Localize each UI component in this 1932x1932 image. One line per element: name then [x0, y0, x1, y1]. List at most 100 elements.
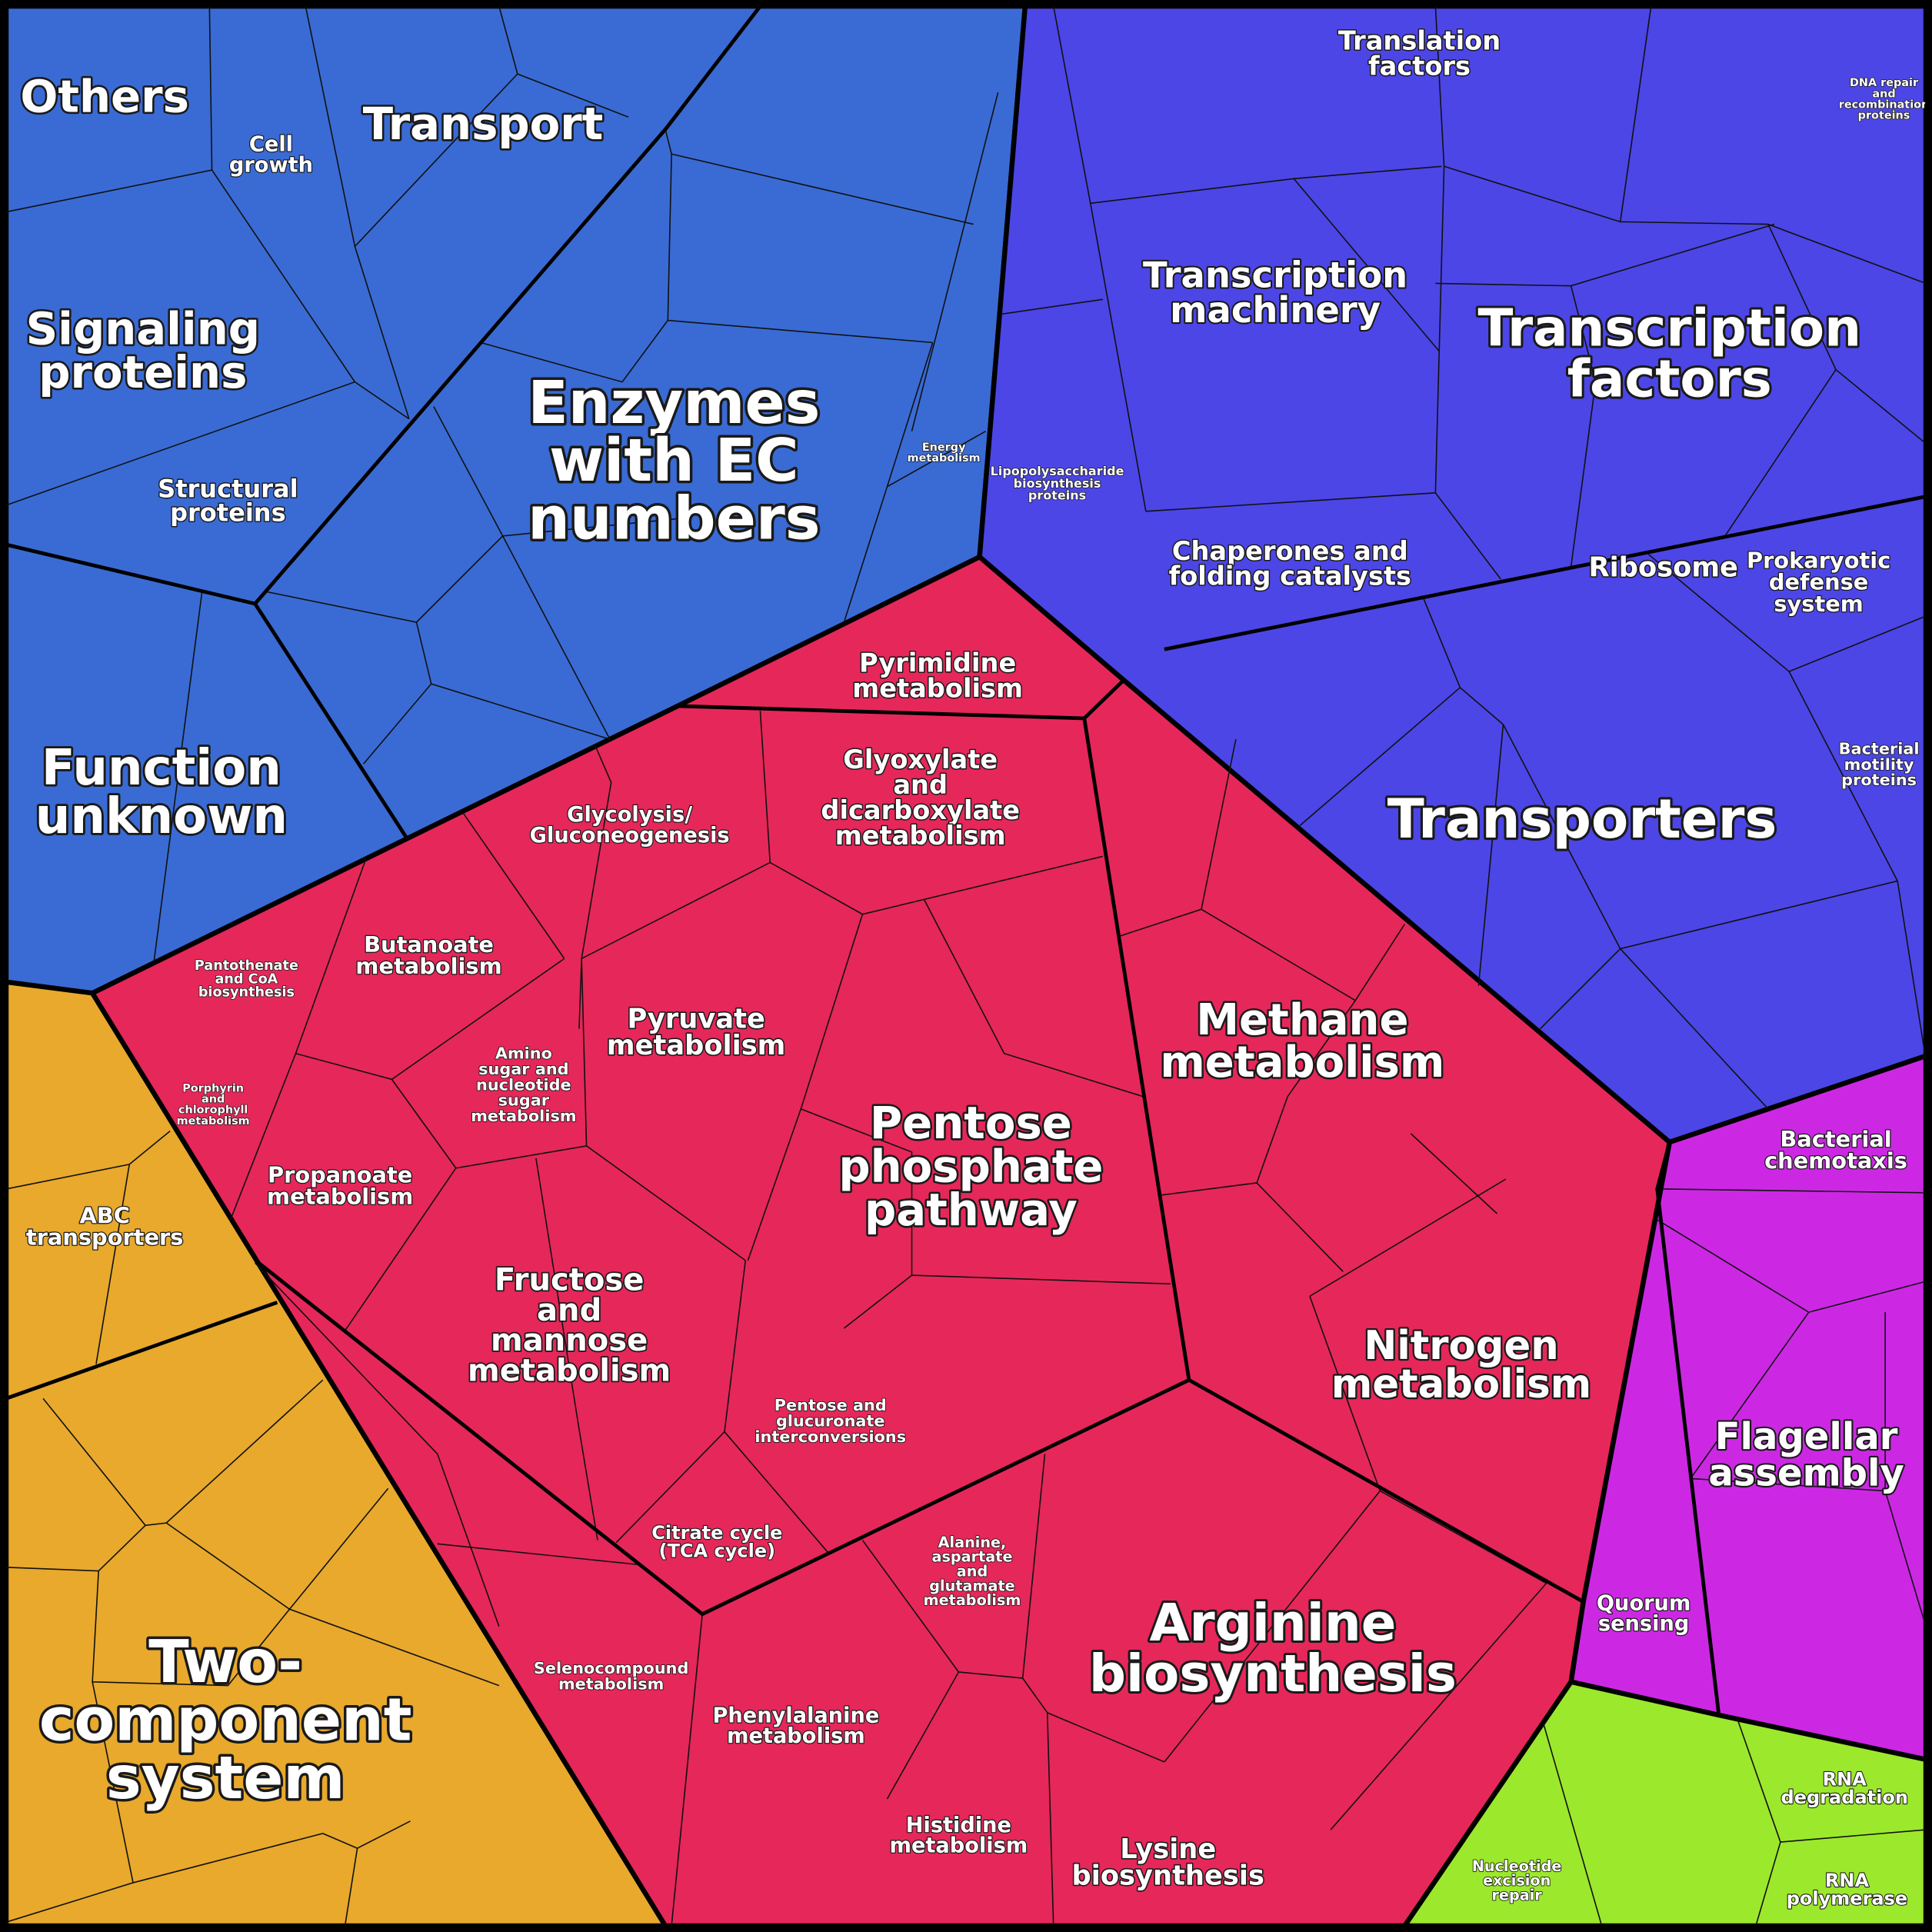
cell-border [344, 1168, 457, 1331]
cell-border [5, 1681, 134, 1923]
cell-border [1477, 724, 1504, 986]
cell-label: Others [20, 71, 188, 123]
cell-label: Fructose and mannose metabolism [468, 1263, 671, 1389]
cell-label: RNA degradation [1781, 1768, 1908, 1808]
cell-label: Nitrogen metabolism [1331, 1323, 1591, 1407]
cell-label: DNA repair and recombination proteins [1839, 77, 1930, 122]
cell-border [92, 1571, 291, 1687]
cell-border [255, 1262, 500, 1627]
cell-border [1663, 1188, 1927, 1194]
group-border [1655, 1141, 1721, 1716]
cell-label: Bacterial chemotaxis [1764, 1126, 1907, 1174]
cell-border [391, 958, 565, 1081]
group-border [253, 602, 408, 839]
cell-border [801, 1108, 1171, 1285]
cell-border [1161, 1000, 1356, 1196]
cell-border [1256, 1182, 1344, 1272]
group-borders [5, 5, 1927, 1717]
cell-border [887, 431, 987, 488]
cell-label: Phenylalanine metabolism [712, 1704, 879, 1748]
cell-label: Pyrimidine metabolism [852, 648, 1023, 704]
cell-border [437, 1543, 641, 1566]
cell-label: Methane metabolism [1160, 995, 1444, 1088]
cell-label: Selenocompound metabolism [534, 1659, 689, 1693]
cell-border [843, 342, 934, 623]
cell-label: Citrate cycle (TCA cycle) [651, 1522, 782, 1562]
cell-label: Glycolysis/Gluconeogenesis [530, 803, 730, 848]
cell-label: Cell growth [229, 133, 313, 178]
group-border [1164, 495, 1927, 651]
cell-label: Prokaryotic defense system [1747, 547, 1890, 617]
cell-label: Arginine biosynthesis [1089, 1593, 1457, 1704]
cell-border [229, 1053, 297, 1221]
cell-label: Ribosome [1589, 552, 1738, 584]
cell-border [132, 1820, 411, 1884]
cell-label: Chaperones and folding catalysts [1169, 536, 1411, 591]
cell-label: Transcription factors [1477, 298, 1861, 408]
group-border [1571, 1680, 1720, 1717]
cell-label: Flagellar assembly [1708, 1415, 1904, 1494]
cell-border [1201, 739, 1237, 910]
group-border [5, 5, 762, 606]
cell-label: Transporters [1387, 788, 1777, 851]
group-border [257, 1261, 1191, 1617]
cell-border [1118, 908, 1356, 1001]
cell-label: Translation factors [1338, 26, 1501, 82]
cell-label: Nucleotide excision repair [1472, 1857, 1562, 1904]
cell-label: Two-component system [39, 1628, 412, 1813]
cell-border [208, 5, 213, 171]
cell-border [1543, 1724, 1603, 1927]
cell-border [1434, 492, 1501, 580]
cell-label: Signaling proteins [26, 302, 260, 398]
group-border [5, 1301, 278, 1401]
cell-border [265, 591, 417, 623]
cell-label: Glyoxylate and dicarboxylate metabolism [821, 744, 1020, 851]
cell-border [1330, 1583, 1547, 1830]
cell-label: Structural proteins [158, 474, 298, 527]
cell-border [1354, 924, 1405, 1001]
cell-label: RNA polymerase [1787, 1870, 1908, 1910]
cell-border [1434, 5, 1445, 167]
cell-label: Function unknown [35, 740, 288, 845]
cell-label: Bacterial motility proteins [1839, 739, 1920, 789]
cell-border [581, 744, 612, 959]
cell-border [861, 1540, 960, 1800]
cell-border [1539, 948, 1621, 1030]
cell-border [1570, 285, 1597, 568]
cell-border [1689, 1311, 1927, 1627]
cell-border [1299, 687, 1461, 826]
cell-border [581, 958, 746, 1261]
cell-border [1620, 948, 1769, 1110]
cell-border [843, 1274, 913, 1329]
cell-border [923, 899, 1144, 1098]
cell-label: Energy metabolism [908, 441, 981, 465]
cell-border [462, 812, 565, 959]
cell-label: Histidine metabolism [890, 1814, 1028, 1858]
cell-label: Amino sugar and nucleotide sugar metabolism [471, 1044, 576, 1125]
cell-border [153, 591, 203, 961]
cell-label: Transcription machinery [1143, 255, 1407, 331]
cell-border [415, 535, 611, 740]
cell-border [958, 1454, 1046, 1679]
cell-label: Alanine, aspartate and glutamate metabolism [924, 1534, 1021, 1609]
cell-border [1164, 1490, 1381, 1763]
cell-border [5, 1397, 147, 1572]
cell-border [911, 92, 999, 431]
cell-border [95, 1164, 131, 1364]
cell-label: ABC transporters [26, 1202, 184, 1250]
cell-border [1620, 221, 1927, 285]
cell-border [1293, 178, 1440, 352]
cell-border [535, 1158, 598, 1541]
cell-label: Lysine biosynthesis [1072, 1834, 1264, 1892]
cell-label: Transport [363, 98, 604, 150]
cell-border [1410, 1133, 1498, 1214]
cell-border [5, 169, 212, 213]
cell-label: Pyruvate metabolism [607, 1003, 786, 1061]
cell-label: Pantothenate and CoA biosynthesis [195, 958, 298, 1001]
cell-label: Pentose and glucuronate interconversions [754, 1396, 906, 1446]
cell-border [1724, 369, 1837, 537]
cell-border [362, 683, 432, 764]
